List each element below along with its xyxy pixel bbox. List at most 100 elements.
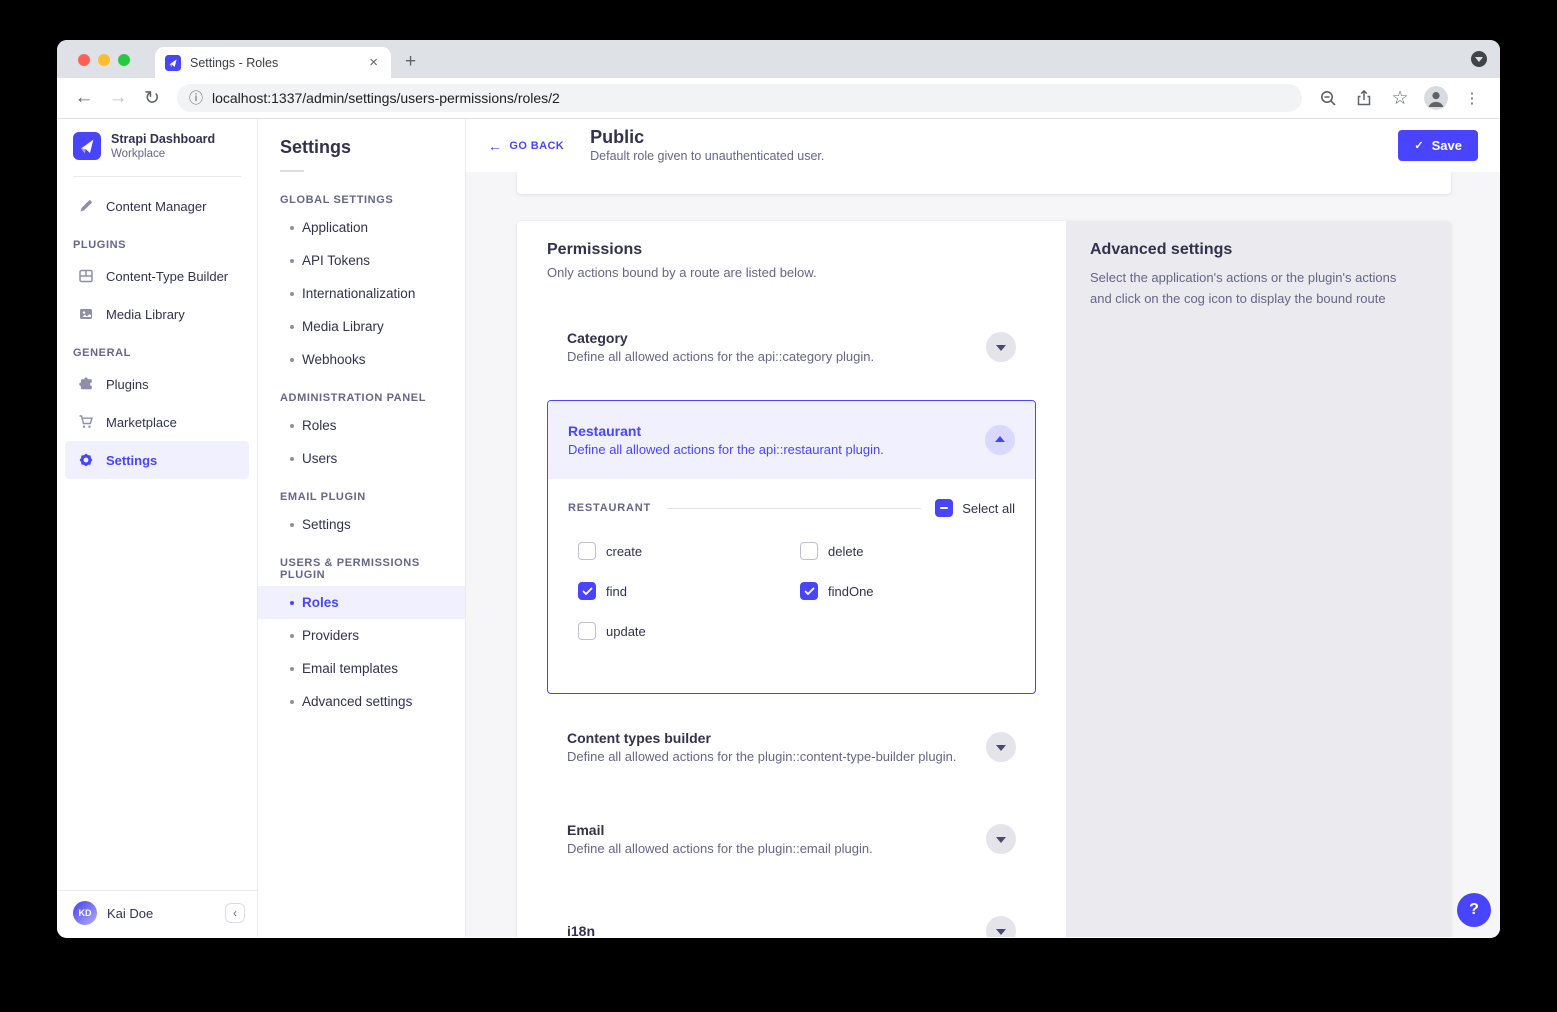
browser-tab[interactable]: Settings - Roles × bbox=[155, 47, 391, 78]
expand-i18n-button[interactable] bbox=[986, 916, 1016, 937]
expand-category-button[interactable] bbox=[986, 332, 1016, 362]
permission-create[interactable]: create bbox=[578, 541, 800, 561]
sidebar-section-plugins: PLUGINS bbox=[73, 239, 127, 251]
subnav-item-up-advanced-settings[interactable]: Advanced settings bbox=[258, 685, 465, 718]
subnav-item-admin-users[interactable]: Users bbox=[258, 442, 465, 475]
select-all-control[interactable]: Select all bbox=[935, 499, 1015, 517]
subnav-item-label: Internationalization bbox=[302, 286, 416, 301]
subnav-item-email-settings[interactable]: Settings bbox=[258, 508, 465, 541]
minimize-window-button[interactable] bbox=[98, 54, 110, 66]
accordion-restaurant-header[interactable]: Restaurant Define all allowed actions fo… bbox=[548, 401, 1035, 479]
group-label: RESTAURANT bbox=[568, 502, 651, 514]
profile-avatar[interactable] bbox=[1424, 86, 1448, 110]
address-bar[interactable]: ⓘ localhost:1337/admin/settings/users-pe… bbox=[177, 84, 1302, 112]
accordion-description: Define all allowed actions for the plugi… bbox=[567, 841, 873, 856]
main-content: ← GO BACK Public Default role given to u… bbox=[466, 119, 1500, 937]
accordion-text: Restaurant Define all allowed actions fo… bbox=[568, 423, 884, 457]
select-all-checkbox[interactable] bbox=[935, 499, 954, 517]
subnav-item-label: Advanced settings bbox=[302, 694, 413, 709]
tab-search-button[interactable] bbox=[1471, 51, 1487, 67]
permission-delete[interactable]: delete bbox=[800, 541, 1022, 561]
chevron-down-icon bbox=[996, 837, 1006, 843]
browser-window: Settings - Roles × + ← → ↻ ⓘ localhost:1… bbox=[57, 40, 1500, 938]
user-name: Kai Doe bbox=[107, 905, 154, 921]
workspace-switcher[interactable]: Strapi Dashboard Workplace bbox=[57, 119, 257, 170]
accordion-description: Define all allowed actions for the api::… bbox=[568, 442, 884, 457]
accordion-i18n[interactable]: i18n bbox=[547, 892, 1036, 937]
bullet-icon bbox=[290, 324, 294, 329]
subnav-item-application[interactable]: Application bbox=[258, 211, 465, 244]
go-back-link[interactable]: ← GO BACK bbox=[488, 138, 564, 154]
close-window-button[interactable] bbox=[78, 54, 90, 66]
reload-button[interactable]: ↻ bbox=[144, 87, 160, 109]
subnav-item-up-email-templates[interactable]: Email templates bbox=[258, 652, 465, 685]
subnav-item-up-roles[interactable]: Roles bbox=[258, 586, 465, 619]
subnav-item-label: Providers bbox=[302, 628, 360, 643]
role-details-card-cutoff bbox=[517, 172, 1451, 194]
sidebar-item-content-type-builder[interactable]: Content-Type Builder bbox=[65, 257, 249, 295]
subnav-item-webhooks[interactable]: Webhooks bbox=[258, 343, 465, 376]
new-tab-button[interactable]: + bbox=[405, 51, 417, 72]
checkbox[interactable] bbox=[578, 542, 596, 560]
divider bbox=[666, 507, 922, 509]
subnav-group-users-permissions: USERS & PERMISSIONS PLUGIN bbox=[280, 557, 420, 581]
restaurant-group-row: RESTAURANT Select all bbox=[568, 499, 1015, 517]
share-icon[interactable] bbox=[1350, 84, 1378, 112]
back-button[interactable]: ← bbox=[74, 87, 94, 108]
chevron-down-icon bbox=[996, 345, 1006, 351]
checkbox[interactable] bbox=[800, 582, 818, 600]
permission-update[interactable]: update bbox=[578, 621, 800, 641]
subnav-item-admin-roles[interactable]: Roles bbox=[258, 409, 465, 442]
restaurant-permissions-body: RESTAURANT Select all bbox=[548, 479, 1035, 693]
zoom-out-icon[interactable] bbox=[1314, 84, 1342, 112]
role-title-block: Public Default role given to unauthentic… bbox=[590, 127, 825, 164]
workspace-info: Strapi Dashboard Workplace bbox=[111, 132, 215, 160]
bullet-icon bbox=[290, 423, 294, 428]
page-header: ← GO BACK Public Default role given to u… bbox=[466, 119, 1500, 172]
sidebar-item-content-manager[interactable]: Content Manager bbox=[65, 187, 249, 225]
browser-toolbar: ← → ↻ ⓘ localhost:1337/admin/settings/us… bbox=[57, 78, 1500, 119]
sidebar-item-plugins[interactable]: Plugins bbox=[65, 365, 249, 403]
accordion-content-types-builder[interactable]: Content types builder Define all allowed… bbox=[547, 708, 1036, 786]
subnav-item-label: Webhooks bbox=[302, 352, 366, 367]
user-avatar[interactable]: KD bbox=[73, 901, 97, 925]
settings-subnav: Settings GLOBAL SETTINGS Application API… bbox=[258, 119, 466, 937]
subnav-item-label: Roles bbox=[302, 418, 337, 433]
sidebar-item-marketplace[interactable]: Marketplace bbox=[65, 403, 249, 441]
accordion-email[interactable]: Email Define all allowed actions for the… bbox=[547, 800, 1036, 878]
sidebar-item-label: Media Library bbox=[106, 306, 185, 322]
bullet-icon bbox=[290, 666, 294, 671]
sidebar-item-settings[interactable]: Settings bbox=[65, 441, 249, 479]
subnav-item-api-tokens[interactable]: API Tokens bbox=[258, 244, 465, 277]
collapse-restaurant-button[interactable] bbox=[985, 425, 1015, 455]
maximize-window-button[interactable] bbox=[118, 54, 130, 66]
subnav-item-media-library[interactable]: Media Library bbox=[258, 310, 465, 343]
site-info-icon[interactable]: ⓘ bbox=[189, 90, 203, 106]
bookmark-star-icon[interactable]: ☆ bbox=[1391, 87, 1409, 109]
sidebar-item-media-library[interactable]: Media Library bbox=[65, 295, 249, 333]
help-button[interactable]: ? bbox=[1457, 893, 1491, 927]
sidebar-item-label: Settings bbox=[106, 452, 158, 468]
page-subtitle: Default role given to unauthenticated us… bbox=[590, 149, 825, 164]
collapse-sidebar-button[interactable]: ‹ bbox=[225, 903, 245, 923]
expand-content-types-builder-button[interactable] bbox=[986, 732, 1016, 762]
accordion-category[interactable]: Category Define all allowed actions for … bbox=[547, 308, 1036, 386]
browser-menu-icon[interactable]: ⋮ bbox=[1464, 90, 1480, 107]
save-button[interactable]: ✓ Save bbox=[1398, 130, 1478, 161]
sidebar-item-label: Content-Type Builder bbox=[106, 268, 229, 284]
permissions-card: Permissions Only actions bound by a rout… bbox=[517, 221, 1451, 937]
permission-findone[interactable]: findOne bbox=[800, 581, 1022, 601]
checkbox[interactable] bbox=[578, 622, 596, 640]
subnav-item-internationalization[interactable]: Internationalization bbox=[258, 277, 465, 310]
layout-icon bbox=[77, 268, 94, 285]
tab-close-icon[interactable]: × bbox=[369, 54, 378, 71]
checkbox[interactable] bbox=[800, 542, 818, 560]
permission-find[interactable]: find bbox=[578, 581, 800, 601]
permission-label: find bbox=[606, 583, 627, 599]
subnav-item-up-providers[interactable]: Providers bbox=[258, 619, 465, 652]
expand-email-button[interactable] bbox=[986, 824, 1016, 854]
checkbox[interactable] bbox=[578, 582, 596, 600]
forward-button[interactable]: → bbox=[108, 87, 128, 108]
accordion-text: Category Define all allowed actions for … bbox=[567, 330, 874, 364]
subnav-item-label: Roles bbox=[302, 595, 339, 610]
